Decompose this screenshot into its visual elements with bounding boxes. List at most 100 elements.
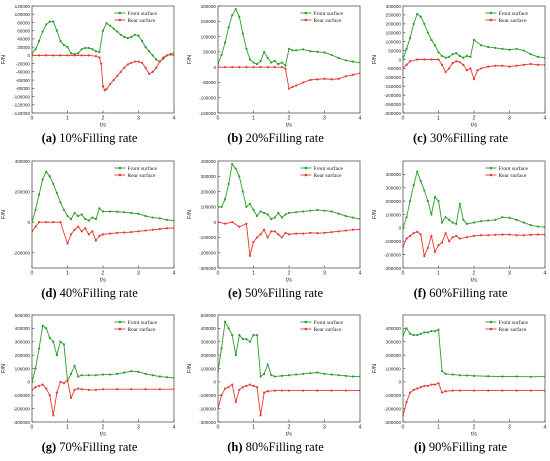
legend-marker: [489, 18, 493, 22]
rear-surface-point: [158, 227, 161, 231]
x-axis-label: t/s: [471, 278, 477, 284]
y-tick-label: -100000: [13, 94, 30, 99]
rear-surface-point: [458, 389, 461, 392]
front-surface-point: [437, 51, 440, 54]
y-tick-label: -50000: [387, 66, 402, 71]
front-surface-point: [234, 167, 237, 170]
rear-surface-point: [238, 225, 241, 228]
y-tick-label: -100000: [384, 75, 401, 80]
legend-marker: [118, 11, 122, 15]
rear-surface-point: [55, 391, 58, 394]
panel-letter: (h): [227, 440, 243, 454]
rear-surface-point: [458, 237, 461, 240]
panel-caption-text: 30%Filling rate: [426, 131, 509, 145]
y-tick-label: 0: [398, 380, 401, 385]
rear-surface-point: [98, 56, 101, 59]
front-surface-point: [451, 373, 454, 376]
front-surface-point: [38, 39, 41, 43]
x-tick-label: 0: [31, 271, 34, 277]
front-surface-point: [32, 221, 34, 224]
front-surface-point: [259, 210, 262, 213]
front-surface-point: [465, 222, 468, 225]
x-tick-label: 3: [323, 271, 326, 277]
x-tick-label: 2: [102, 425, 105, 431]
front-surface-point: [94, 50, 97, 53]
front-surface-point: [416, 170, 419, 173]
line-chart: -300000 -200000 -100000 0 100000 200000 300000…: [187, 159, 362, 283]
y-tick-label: 100000: [386, 366, 402, 371]
rear-surface-point: [66, 242, 69, 245]
x-tick-label: 0: [402, 425, 405, 431]
front-surface-point: [119, 33, 122, 36]
y-tick-label: -200000: [199, 251, 216, 256]
front-surface-point: [423, 331, 426, 334]
rear-surface-point: [480, 234, 483, 237]
y-tick-label: 200000: [15, 189, 31, 194]
front-surface-point: [59, 340, 62, 343]
rear-surface-point: [508, 65, 511, 68]
front-surface-point: [130, 35, 133, 38]
front-surface-point: [351, 375, 354, 378]
front-surface-point: [263, 372, 266, 375]
x-tick-label: 1: [66, 116, 69, 122]
y-tick-label: 400000: [386, 172, 402, 177]
rear-surface-point: [280, 236, 283, 239]
rear-surface-point: [137, 60, 140, 63]
front-surface-point: [224, 320, 227, 323]
rear-surface-point: [116, 74, 119, 78]
chart-panel: -300000 -250000 -200000 -150000 -100000 -5000…: [371, 0, 550, 152]
front-surface-point: [252, 333, 255, 337]
front-surface-point: [536, 225, 539, 228]
front-surface-point: [277, 62, 280, 66]
rear-surface-point: [273, 230, 276, 233]
front-surface-point: [62, 343, 66, 346]
front-surface-point: [455, 222, 458, 225]
front-surface-point: [266, 56, 269, 60]
front-surface-point: [66, 46, 69, 49]
panel-caption-text: 70%Filling rate: [56, 440, 138, 454]
front-surface-point: [273, 216, 276, 219]
x-tick-label: 3: [137, 116, 140, 122]
panel-letter: (f): [413, 286, 427, 300]
x-tick-label: 4: [359, 271, 362, 277]
rear-surface-point: [295, 84, 298, 87]
x-tick-label: 3: [137, 425, 140, 431]
rear-surface-point: [280, 389, 283, 392]
front-surface-point: [155, 58, 158, 61]
rear-surface-point: [266, 390, 269, 393]
front-surface-point: [248, 340, 252, 343]
front-surface-point: [287, 211, 291, 215]
x-tick-label: 4: [359, 116, 362, 122]
front-surface-point: [437, 200, 440, 203]
legend-marker: [304, 173, 308, 177]
rear-surface-point: [536, 63, 539, 66]
front-surface-point: [444, 216, 447, 219]
rear-surface-point: [529, 233, 532, 236]
rear-surface-point: [430, 234, 433, 237]
front-surface-point: [409, 332, 412, 335]
legend-front-surface: Front surface: [313, 319, 343, 326]
front-surface-point: [45, 327, 48, 330]
rear-surface-point: [172, 388, 174, 391]
rear-surface-point: [52, 54, 55, 57]
front-surface-point: [437, 328, 440, 331]
rear-surface-point: [73, 54, 76, 57]
front-surface-point: [91, 216, 94, 219]
panel-letter: (i): [413, 440, 426, 454]
rear-surface-point: [403, 67, 405, 70]
rear-surface-point: [465, 69, 468, 72]
rear-surface-point: [543, 63, 545, 66]
front-surface-point: [419, 332, 422, 335]
legend-marker: [118, 327, 122, 331]
front-surface-line: [403, 170, 545, 229]
front-surface-point: [105, 22, 108, 25]
y-tick-label: -300000: [199, 420, 216, 425]
y-tick-label: -200000: [13, 406, 30, 411]
front-surface-point: [255, 62, 259, 66]
rear-surface-point: [487, 389, 490, 392]
rear-surface-point: [130, 61, 133, 64]
y-tick-label: -300000: [384, 111, 401, 116]
line-chart: -150000-100000-5000005000010000015000020…: [187, 4, 362, 128]
rear-surface-point: [358, 72, 360, 75]
rear-surface-point: [238, 388, 241, 391]
